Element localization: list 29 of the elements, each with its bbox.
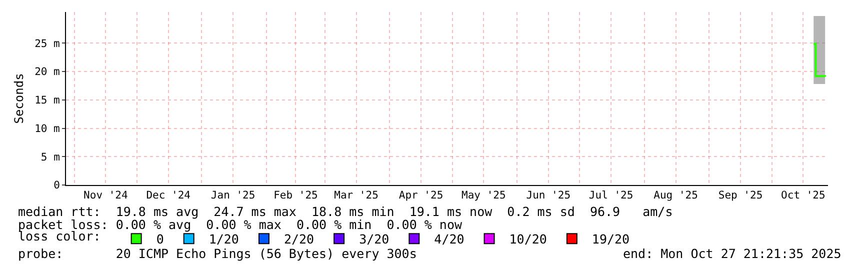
x-tick-label: Apr '25 (398, 190, 444, 202)
text: end: Mon Oct 27 21:21:35 2025 (623, 246, 842, 261)
x-tick-label: Oct '25 (781, 190, 826, 202)
x-tick-label: May '25 (462, 190, 506, 202)
legend-label: 0 (156, 232, 164, 246)
y-tick-label: 0 (54, 180, 60, 192)
legend-label: 19/20 (592, 232, 630, 246)
legend-label: 10/20 (509, 232, 547, 246)
y-tick-label: 10 m (34, 122, 60, 135)
legend-label: 4/20 (434, 232, 464, 246)
x-tick-label: Jul '25 (588, 190, 634, 202)
x-tick-label: Jan '25 (210, 190, 256, 202)
legend-label: 1/20 (208, 232, 239, 246)
x-tick-label: Aug '25 (654, 190, 698, 202)
x-tick-label: Mar '25 (334, 190, 378, 202)
y-tick-label: 15 m (34, 94, 60, 107)
y-tick-label: 25 m (34, 38, 60, 50)
x-tick-label: Dec '24 (146, 190, 190, 202)
x-tick-label: Jun '25 (526, 190, 571, 202)
y-tick-label: 20 m (34, 66, 60, 78)
legend-label: 3/20 (359, 232, 390, 246)
text: probe: 20 ICMP Echo Pings (56 Bytes) every 300s (18, 246, 417, 261)
legend-label: 2/20 (284, 232, 314, 246)
x-tick-label: Feb '25 (274, 190, 318, 202)
y-tick-label: 5 m (40, 151, 60, 164)
y-axis-title: Seconds (12, 73, 26, 124)
x-tick-label: Nov '24 (84, 190, 128, 202)
text: median rtt: 19.8 ms avg 24.7 ms max 18.8 ms min 19.1 ms now 0.2 ms sd 96.9 am/s (18, 204, 673, 219)
x-tick-label: Sep '25 (718, 190, 763, 202)
